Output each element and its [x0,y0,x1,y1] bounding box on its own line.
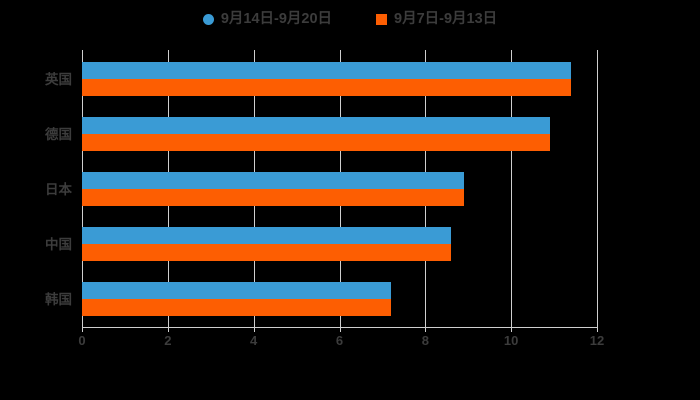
x-tick-mark-4 [253,327,255,332]
plot-area [82,50,598,327]
gridline-x-10 [511,50,513,327]
bar-韩国-series2[interactable] [82,299,391,316]
x-tick-mark-0 [82,327,83,332]
x-tick-label: 10 [503,333,519,348]
bar-中国-series1[interactable] [82,227,452,244]
bar-韩国-series1[interactable] [82,282,391,299]
bar-日本-series2[interactable] [82,189,464,206]
legend-item-1[interactable]: 9月14日-9月20日 [202,10,333,27]
x-tick-mark-10 [511,327,513,332]
y-category-label: 英国 [45,72,72,87]
x-tick-label: 12 [589,333,605,348]
x-tick-label: 2 [164,333,172,348]
legend-label: 9月14日-9月20日 [220,10,333,27]
x-tick-mark-6 [339,327,341,332]
x-tick-label: 0 [78,333,86,348]
gridline-x-12 [597,50,598,327]
bar-德国-series2[interactable] [82,134,550,151]
legend-label: 9月7日-9月13日 [394,10,498,27]
legend-circle-marker-icon [202,13,214,25]
x-tick-mark-8 [425,327,427,332]
bar-英国-series1[interactable] [82,62,572,79]
x-tick-label: 6 [335,333,344,348]
bar-中国-series2[interactable] [82,244,452,261]
legend-square-marker-icon [376,13,388,25]
bar-德国-series1[interactable] [82,117,550,134]
bar-日本-series1[interactable] [82,172,464,189]
legend-item-2[interactable]: 9月7日-9月13日 [376,12,497,27]
y-category-label: 日本 [45,182,72,197]
bar-英国-series2[interactable] [82,79,572,96]
y-category-label: 中国 [45,237,72,252]
x-tick-label: 8 [421,333,429,348]
x-tick-mark-2 [167,327,169,332]
chart-legend: 9月14日-9月20日 9月7日-9月13日 [0,8,700,30]
x-tick-mark-12 [597,327,598,332]
y-category-label: 韩国 [45,292,72,307]
x-tick-label: 4 [250,333,258,348]
y-category-label: 德国 [45,127,72,142]
